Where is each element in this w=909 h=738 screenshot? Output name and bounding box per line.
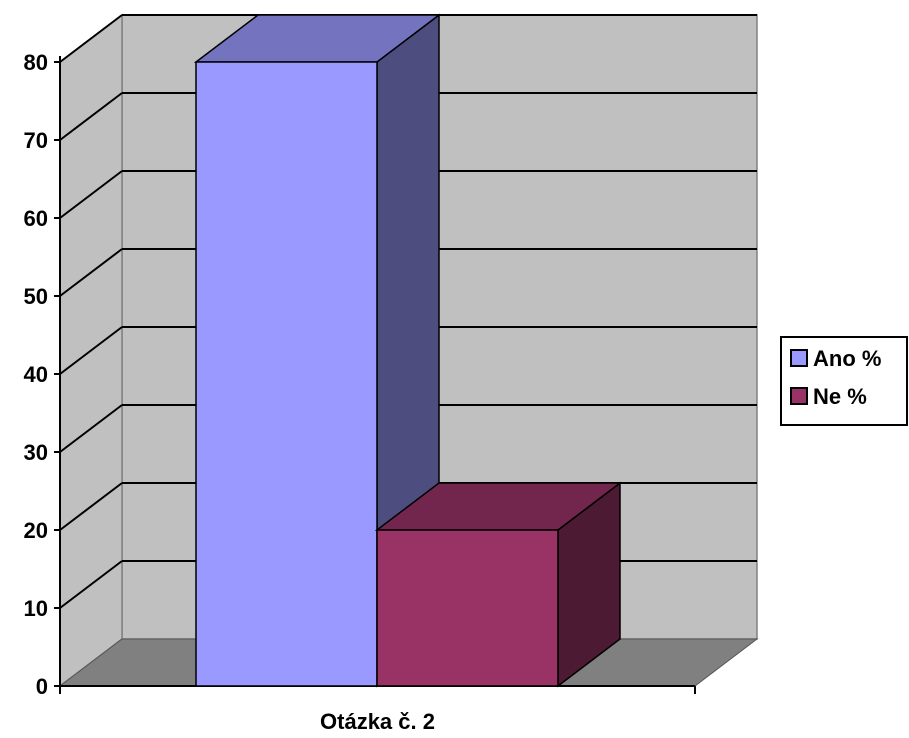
- bar-2: [376, 529, 559, 687]
- legend-swatch-1: [790, 349, 808, 367]
- gridline-side: [59, 170, 123, 219]
- y-tick-label: 50: [24, 284, 48, 309]
- legend-label-2: Ne %: [813, 384, 867, 409]
- gridline-side: [59, 560, 123, 609]
- y-tick-label: 70: [24, 128, 48, 153]
- y-tick-label: 40: [24, 362, 48, 387]
- y-tick-label: 60: [24, 206, 48, 231]
- bars: [193, 13, 623, 688]
- bar-1: [195, 61, 378, 687]
- legend: Ano % Ne %: [780, 336, 908, 426]
- legend-label-1: Ano %: [813, 346, 881, 371]
- gridline-side: [59, 92, 123, 141]
- y-tick-label: 30: [24, 440, 48, 465]
- gridline-side: [59, 326, 123, 375]
- y-tick-label: 10: [24, 596, 48, 621]
- gridline-side: [59, 482, 123, 531]
- legend-swatch-2: [790, 387, 808, 405]
- y-tick-label: 20: [24, 518, 48, 543]
- y-tick-label: 0: [36, 674, 48, 699]
- category-labels: Otázka č. 2: [320, 709, 435, 734]
- gridline-side: [59, 404, 123, 453]
- category-label: Otázka č. 2: [320, 709, 435, 734]
- y-tick-label: 80: [24, 50, 48, 75]
- gridline-side: [59, 248, 123, 297]
- gridline-side: [59, 14, 123, 63]
